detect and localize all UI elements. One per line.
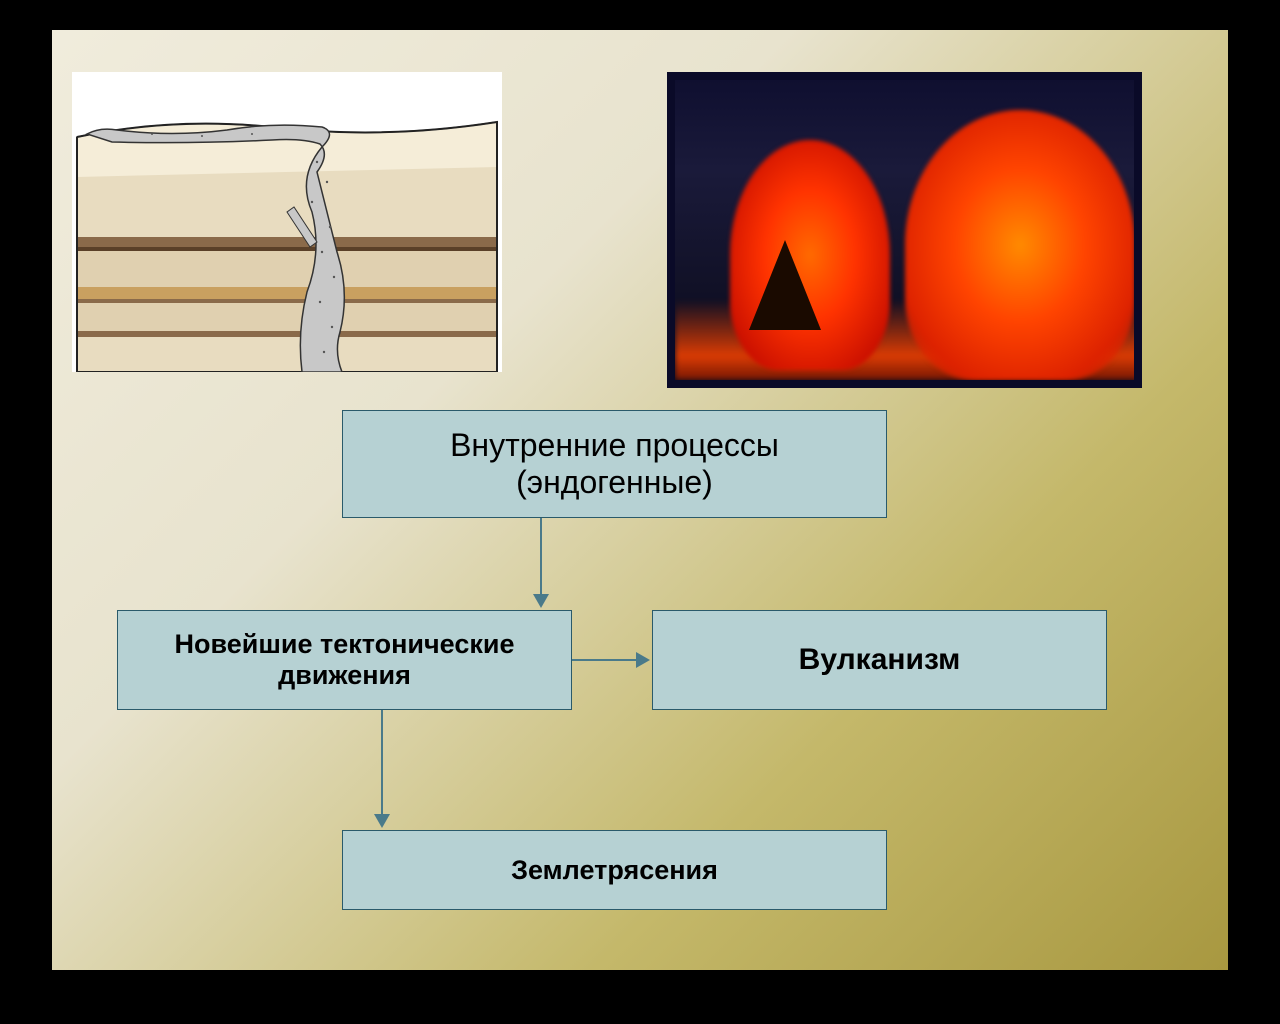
tectonic-line2: движения: [278, 660, 411, 690]
earthquake-text: Землетрясения: [511, 855, 718, 886]
lava-fountain-right: [905, 110, 1135, 380]
flowchart-node-earthquake: Землетрясения: [342, 830, 887, 910]
root-line2: (эндогенные): [516, 464, 713, 500]
slide-canvas: Внутренние процессы (эндогенные) Новейши…: [52, 30, 1228, 970]
flowchart-node-root: Внутренние процессы (эндогенные): [342, 410, 887, 518]
arrow-tectonic-to-earthquake-head: [374, 814, 390, 828]
arrow-tectonic-to-earthquake-v: [381, 710, 383, 816]
lava-fountain-left: [730, 140, 890, 370]
arrow-root-to-tectonic-v: [540, 518, 542, 596]
root-line1: Внутренние процессы: [450, 427, 779, 463]
arrow-tectonic-to-volcanism: [572, 659, 638, 661]
geo-cross-section-svg: [72, 72, 502, 372]
image-geological-cross-section: [72, 72, 502, 372]
flowchart-node-volcanism: Вулканизм: [652, 610, 1107, 710]
flowchart-node-tectonic: Новейшие тектонические движения: [117, 610, 572, 710]
volcanism-text: Вулканизм: [799, 643, 961, 677]
arrow-root-to-tectonic-head: [533, 594, 549, 608]
image-volcanic-eruption: [667, 72, 1142, 388]
arrow-tectonic-to-volcanism-head: [636, 652, 650, 668]
tectonic-line1: Новейшие тектонические: [175, 629, 515, 659]
